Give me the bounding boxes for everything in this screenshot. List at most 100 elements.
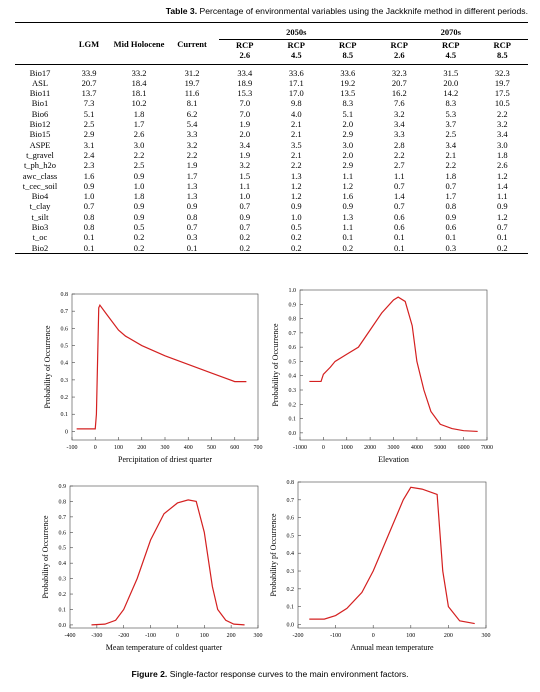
cell: 0.9 xyxy=(83,180,95,191)
row-label: Bio4 xyxy=(31,191,49,202)
figure-caption-text: Single-factor response curves to the mai… xyxy=(169,669,409,679)
row-label: Bio15 xyxy=(29,129,51,140)
cell: 33.9 xyxy=(81,67,97,78)
cell: 8.3 xyxy=(342,98,354,109)
y-tick-label: 0.1 xyxy=(59,607,67,613)
cell: 3.2 xyxy=(393,108,405,119)
cell: 1.6 xyxy=(83,170,95,181)
x-tick-label: 200 xyxy=(227,633,236,639)
y-tick-label: 0.4 xyxy=(287,551,295,557)
cell: 0.2 xyxy=(342,242,354,253)
y-tick-label: 0.8 xyxy=(59,499,67,505)
scenario: RCP xyxy=(339,40,357,50)
cell: 0.8 xyxy=(83,222,95,233)
cell: 2.2 xyxy=(133,149,145,160)
cell: 2.2 xyxy=(393,149,405,160)
scenario: RCP xyxy=(236,40,254,50)
column-header: RCP 8.5 xyxy=(322,40,374,65)
table-row: Bio1 7.3 10.2 8.1 7.0 9.8 8.3 7.6 8.3 10.5 xyxy=(15,98,528,108)
row-label: t_ph_h2o xyxy=(23,160,57,171)
x-tick-label: 300 xyxy=(161,445,170,451)
cell: 0.2 xyxy=(290,242,302,253)
cell: 15.3 xyxy=(237,88,253,99)
cell: 1.7 xyxy=(186,170,198,181)
column-header: RCP 4.5 xyxy=(271,40,323,65)
row-label: Bio1 xyxy=(31,98,49,109)
cell: 7.0 xyxy=(239,108,251,119)
row-label: t_clay xyxy=(29,201,51,212)
y-tick-label: 0.5 xyxy=(287,533,295,539)
y-tick-label: 0.2 xyxy=(287,587,295,593)
cell: 1.0 xyxy=(239,191,251,202)
cell: 2.2 xyxy=(186,149,198,160)
group-header: 2070s xyxy=(373,22,529,40)
y-tick-label: 0.2 xyxy=(61,395,69,401)
cell: 0.1 xyxy=(496,232,508,243)
column-header: RCP 2.6 xyxy=(374,40,426,65)
cell: 8.1 xyxy=(186,98,198,109)
cell: 0.8 xyxy=(445,201,457,212)
row-label: Bio6 xyxy=(31,108,49,119)
row-label: awc_class xyxy=(22,170,58,181)
cell: 0.7 xyxy=(496,222,508,233)
x-tick-label: 4000 xyxy=(411,445,423,451)
y-axis-title: Probability of Occurrence xyxy=(43,325,52,409)
cell: 0.1 xyxy=(342,232,354,243)
cell: 3.4 xyxy=(239,139,251,150)
cell: 32.3 xyxy=(494,67,510,78)
x-tick-label: 400 xyxy=(184,445,193,451)
plot-frame xyxy=(71,293,259,441)
cell: 2.3 xyxy=(83,160,95,171)
y-tick-label: 0.7 xyxy=(287,498,295,504)
table-row: Bio17 33.9 33.2 31.2 33.4 33.6 33.6 32.3 31.5 32.… xyxy=(15,64,528,78)
response-curve xyxy=(309,486,475,625)
cell: 0.6 xyxy=(393,222,405,233)
y-tick-label: 0.6 xyxy=(59,530,67,536)
cell: 0.7 xyxy=(393,180,405,191)
cell: 1.7 xyxy=(445,191,457,202)
column-header: Current xyxy=(177,39,207,50)
y-tick-label: 0.5 xyxy=(289,359,297,365)
cell: 18.9 xyxy=(237,77,253,88)
table-row: t_gravel 2.4 2.2 2.2 1.9 2.1 2.0 2.2 2.1 1.8 xyxy=(15,150,528,160)
cell: 0.9 xyxy=(133,201,145,212)
cell: 1.3 xyxy=(342,211,354,222)
x-tick-label: 0 xyxy=(322,445,325,451)
cell: 31.5 xyxy=(443,67,459,78)
cell: 0.1 xyxy=(393,232,405,243)
column-header: RCP 4.5 xyxy=(425,40,477,65)
cell: 17.1 xyxy=(288,77,304,88)
cell: 0.7 xyxy=(393,201,405,212)
cell: 3.3 xyxy=(186,129,198,140)
x-tick-label: 3000 xyxy=(388,445,400,451)
y-tick-label: 0.3 xyxy=(287,569,295,575)
y-tick-label: 0.8 xyxy=(61,292,69,298)
y-tick-label: 0.7 xyxy=(59,515,67,521)
x-tick-label: 0 xyxy=(176,633,179,639)
cell: 3.5 xyxy=(290,139,302,150)
cell: 2.4 xyxy=(83,149,95,160)
cell: 1.1 xyxy=(342,222,354,233)
y-tick-label: 0.5 xyxy=(61,344,69,350)
cell: 19.7 xyxy=(184,77,200,88)
y-tick-label: 0.7 xyxy=(289,331,297,337)
cell: 0.7 xyxy=(445,180,457,191)
cell: 5.3 xyxy=(445,108,457,119)
cell: 0.2 xyxy=(239,232,251,243)
header-row: RCP 2.6 RCP 4.5 RCP 8.5 RCP 2.6 RCP 4.5 RCP 8.5 xyxy=(15,40,528,65)
row-label: Bio12 xyxy=(29,119,51,130)
cell: 0.1 xyxy=(83,232,95,243)
cell: 3.4 xyxy=(445,139,457,150)
x-tick-label: 200 xyxy=(137,445,146,451)
y-tick-label: 0.6 xyxy=(289,345,297,351)
cell: 1.8 xyxy=(133,108,145,119)
cell: 0.1 xyxy=(186,242,198,253)
cell: 20.0 xyxy=(443,77,459,88)
x-tick-label: 500 xyxy=(207,445,216,451)
cell: 1.2 xyxy=(290,180,302,191)
cell: 0.1 xyxy=(393,242,405,253)
table-row: t_oc 0.1 0.2 0.3 0.2 0.2 0.1 0.1 0.1 0.1 xyxy=(15,232,528,242)
cell: 0.9 xyxy=(239,211,251,222)
cell: 1.8 xyxy=(133,191,145,202)
